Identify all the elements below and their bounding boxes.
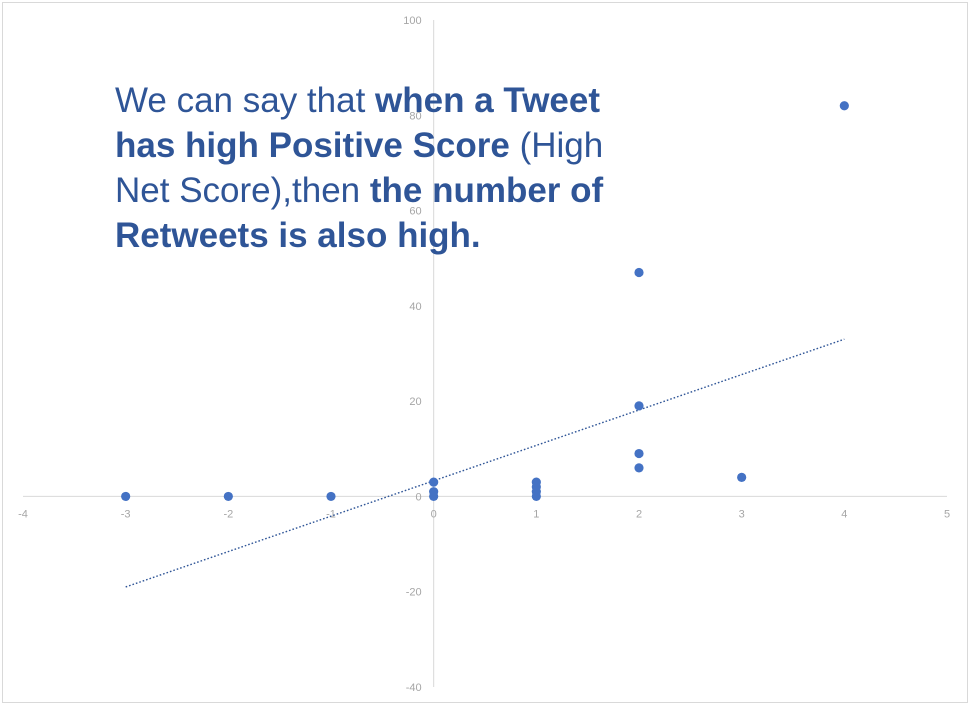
data-point <box>634 401 644 411</box>
data-point <box>531 477 541 487</box>
data-point <box>839 101 849 111</box>
y-tick-label: -20 <box>406 587 422 599</box>
x-tick-label: 5 <box>944 508 950 520</box>
data-point <box>737 472 747 482</box>
data-points <box>121 101 849 502</box>
data-point <box>429 487 439 497</box>
y-tick-label: 20 <box>409 396 421 408</box>
x-tick-label: 1 <box>533 508 539 520</box>
y-tick-label: -40 <box>406 682 422 694</box>
trendline-layer <box>125 338 845 588</box>
data-point <box>429 477 439 487</box>
y-tick-label: 100 <box>403 15 421 27</box>
y-tick-label: 60 <box>409 206 421 218</box>
data-point <box>326 491 336 502</box>
y-tick-label: 80 <box>409 110 421 122</box>
callout-text: We can say that when a Tweet has high Po… <box>115 78 635 258</box>
callout-bold-1: when a Tweet has high Positive Score <box>115 81 601 165</box>
chart-axes <box>23 20 947 687</box>
tick-labels: -4 -3 -2 -1 0 1 2 3 4 5 -40 -20 0 20 40 60 80 100 <box>18 15 950 694</box>
x-tick-label: 4 <box>841 508 847 520</box>
callout-bold-2: the number of Retweets is also high. <box>115 171 604 255</box>
data-point <box>223 491 233 502</box>
data-point <box>634 448 644 459</box>
x-tick-label: 3 <box>739 508 745 520</box>
y-tick-label: 0 <box>416 491 422 503</box>
x-tick-label: -1 <box>326 508 336 520</box>
data-point <box>634 463 644 473</box>
data-point <box>634 267 644 278</box>
data-point <box>121 491 131 502</box>
x-tick-label: 2 <box>636 508 642 520</box>
callout-normal-1: We can say that <box>115 81 376 120</box>
x-tick-label: 0 <box>431 508 437 520</box>
callout-normal-2: (High Net Score),then <box>115 126 604 210</box>
y-tick-label: 40 <box>409 301 421 313</box>
trendline <box>125 338 845 588</box>
x-tick-label: -3 <box>121 508 131 520</box>
x-tick-label: -4 <box>18 508 28 520</box>
x-tick-label: -2 <box>223 508 233 520</box>
